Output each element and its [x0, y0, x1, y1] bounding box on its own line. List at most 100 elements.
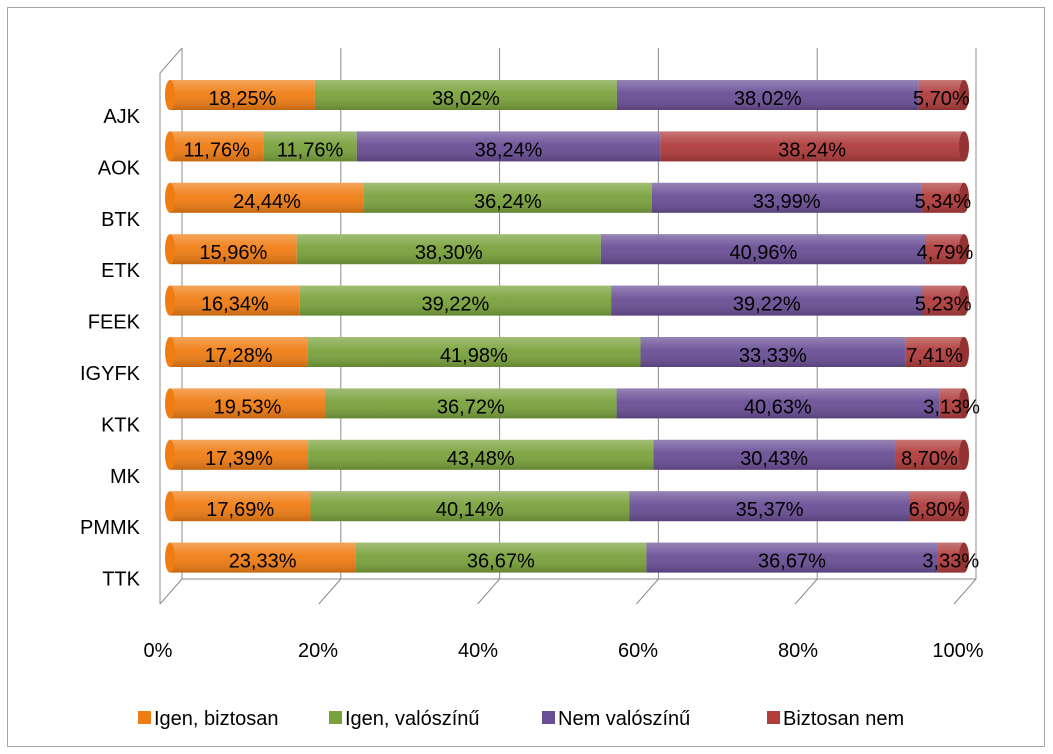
data-label: 15,96% [199, 242, 267, 264]
bar-cap-shade [959, 491, 969, 522]
x-tick-label: 80% [778, 640, 818, 662]
bar-cap-left [165, 491, 175, 522]
bar-cap-right [959, 491, 969, 522]
category-label: PMMK [80, 517, 141, 539]
data-label: 38,24% [475, 139, 543, 161]
bar-shading [616, 80, 919, 110]
bar-shading [640, 337, 906, 367]
category-label: KTK [101, 414, 141, 436]
gridline-floor [159, 578, 183, 605]
chart-frame [7, 7, 1045, 747]
data-label: 24,44% [233, 191, 301, 213]
data-label: 11,76% [277, 139, 344, 161]
bar-shading [910, 491, 964, 522]
bar-cap-shade [959, 337, 969, 367]
bar-shading [310, 491, 630, 522]
data-label: 40,63% [744, 396, 812, 418]
data-labels: 18,25% 38,02% 38,02% 5,70% 11,76% 11,76% 38,24… [184, 88, 981, 573]
data-label: 18,25% [209, 88, 277, 110]
bar-cap-left [165, 337, 175, 367]
data-label: 40,96% [729, 242, 797, 264]
category-label: MK [110, 466, 141, 488]
left-wall-top [159, 47, 183, 74]
bar-cap-shade [959, 542, 969, 573]
bar-shading [296, 234, 601, 265]
bar-cap-left [165, 542, 175, 573]
bar-shading [170, 542, 356, 573]
data-label: 36,67% [467, 551, 535, 573]
x-tick-label: 40% [458, 640, 498, 662]
legend-swatch [767, 711, 780, 724]
bar-cap-shade [959, 131, 969, 162]
bar-shading [600, 234, 926, 265]
bar-shading [925, 234, 964, 265]
data-label: 3,33% [922, 551, 979, 573]
bar-cap-right [959, 80, 969, 110]
bar-shading [894, 439, 964, 470]
bar-shading [646, 542, 938, 573]
bar-shading [905, 337, 964, 367]
bar-cap-right [959, 131, 969, 162]
data-label: 36,72% [437, 396, 505, 418]
legend-swatch [329, 711, 342, 724]
category-label: TTK [102, 569, 140, 591]
bar-shading [170, 285, 300, 316]
x-tick-label: 20% [298, 640, 338, 662]
data-label: 5,70% [913, 88, 970, 110]
bar-cap-left [165, 182, 175, 213]
bar-shading [611, 285, 923, 316]
data-label: 39,22% [421, 294, 489, 316]
category-label: FEEK [88, 312, 141, 334]
bar-shading [325, 388, 617, 419]
x-tick-label: 100% [932, 640, 983, 662]
bar-shading [629, 491, 911, 522]
bar-shading [170, 439, 309, 470]
category-label: BTK [101, 209, 141, 231]
data-label: 11,76% [184, 139, 251, 161]
bar-shading [355, 542, 647, 573]
data-label: 5,23% [915, 294, 972, 316]
bar-shading [299, 285, 612, 316]
bar-cap-right [959, 337, 969, 367]
legend-label: Igen, biztosan [154, 708, 279, 730]
bars [165, 80, 969, 573]
category-label: AOK [98, 157, 141, 179]
bar-cap-left [165, 388, 175, 419]
data-label: 38,30% [415, 242, 483, 264]
legend-label: Nem valószínű [558, 708, 690, 730]
data-label: 36,67% [758, 551, 826, 573]
data-label: 5,34% [914, 191, 971, 213]
bar-shading [921, 182, 964, 213]
bar-shading [922, 285, 964, 316]
data-label: 30,43% [740, 448, 808, 470]
bar-shading [616, 388, 940, 419]
data-label: 33,33% [739, 345, 807, 367]
bar-cap-left [165, 285, 175, 316]
data-label: 16,34% [201, 294, 269, 316]
data-label: 40,14% [436, 499, 504, 521]
gridline-floor [318, 578, 342, 605]
bar-shading [170, 182, 365, 213]
bar-shading [307, 337, 641, 367]
data-label: 17,39% [205, 448, 273, 470]
data-label: 38,02% [432, 88, 500, 110]
bar-shading [170, 388, 326, 419]
bar-cap-shade [959, 80, 969, 110]
gridline-floor [953, 578, 977, 605]
data-label: 39,22% [733, 294, 801, 316]
bar-cap-shade [959, 234, 969, 265]
data-label: 6,80% [909, 499, 966, 521]
bar-shading [653, 439, 895, 470]
legend-swatch [138, 711, 151, 724]
data-label: 4,79% [917, 242, 974, 264]
data-label: 35,37% [736, 499, 804, 521]
bar-cap-left [165, 80, 175, 110]
bar-shading [918, 80, 964, 110]
data-label: 8,70% [901, 448, 958, 470]
bar-shading [660, 131, 964, 162]
data-label: 23,33% [229, 551, 297, 573]
category-axis: AJK AOK BTK ETK FEEK IGYFK KTK MK PMMK TTK [80, 106, 141, 591]
x-tick-label: 0% [144, 640, 173, 662]
bar-shading [364, 182, 652, 213]
legend-label: Biztosan nem [783, 708, 904, 730]
